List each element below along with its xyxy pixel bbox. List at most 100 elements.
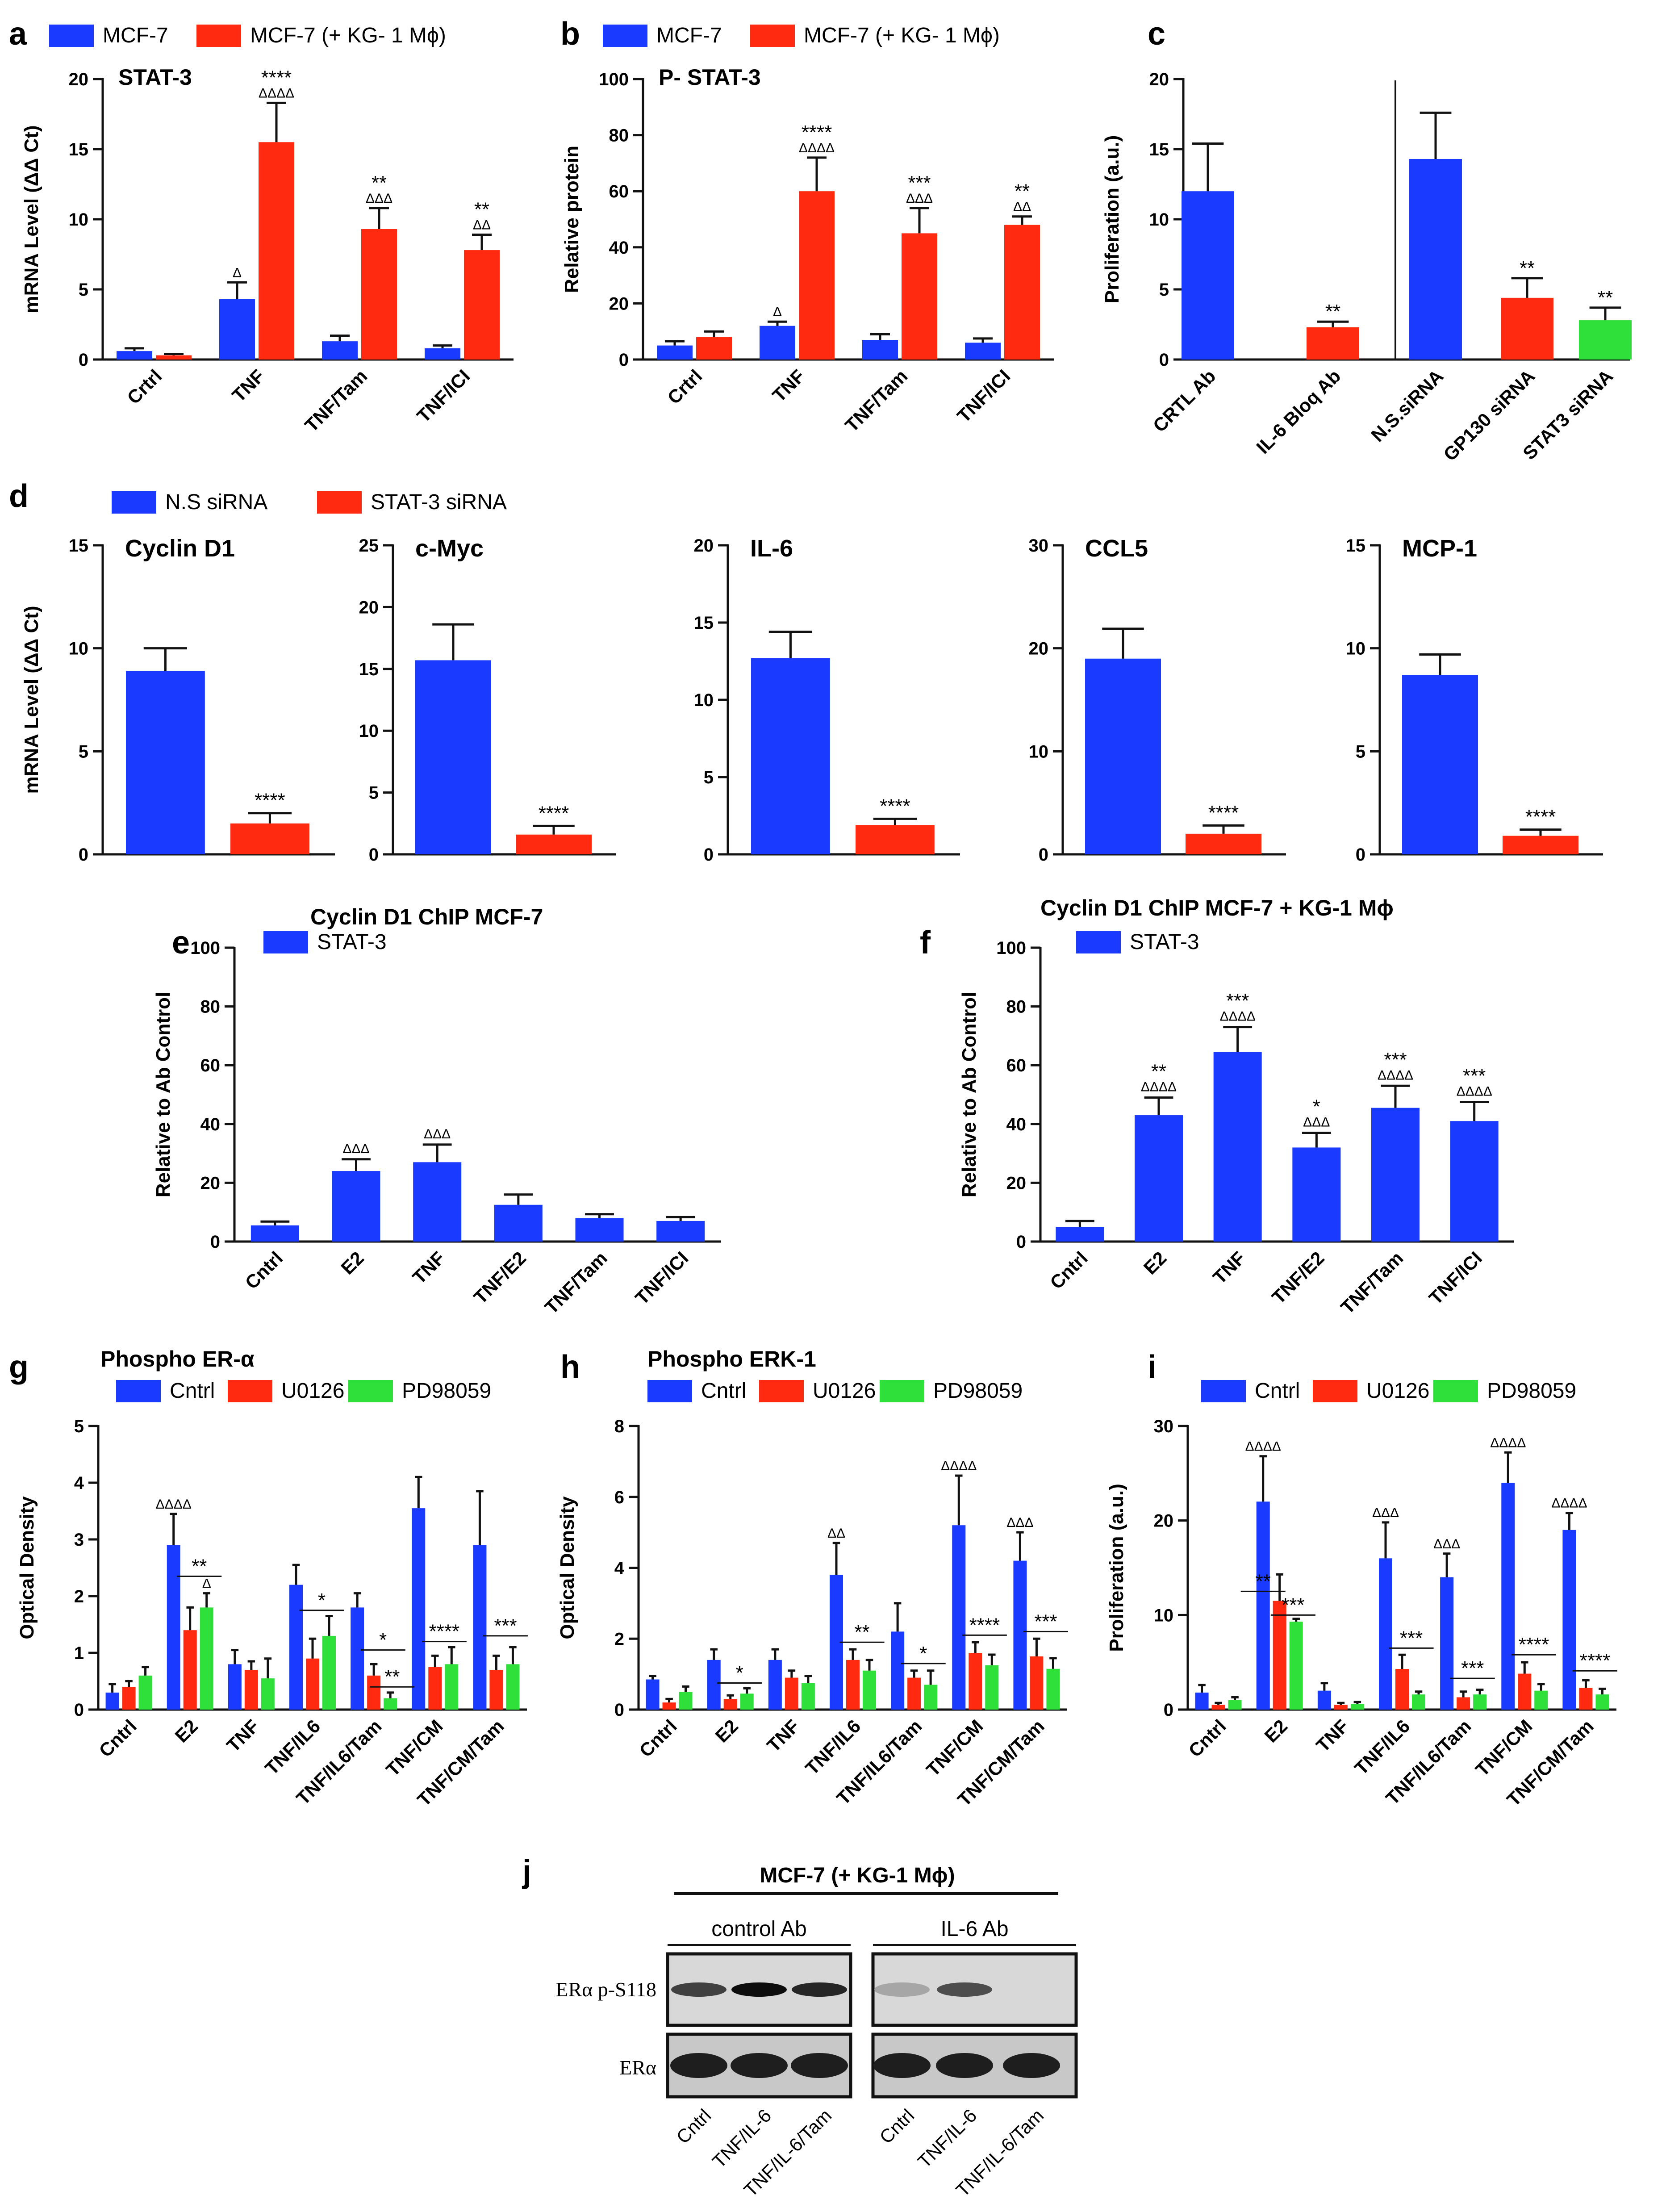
significance-mark: *** xyxy=(494,1615,517,1637)
bar-mcf-7-kg-1-m- xyxy=(1004,225,1040,360)
y-axis-label: Optical Density xyxy=(556,1496,578,1639)
delta-mark: ΔΔΔΔ xyxy=(1378,1068,1413,1083)
legend-label: U0126 xyxy=(281,1379,344,1403)
significance-mark: ** xyxy=(384,1666,400,1688)
legend-swatch xyxy=(112,491,156,514)
legend-swatch xyxy=(1076,931,1121,953)
x-tick-label: TNF xyxy=(763,1715,803,1756)
delta-mark: ΔΔΔΔ xyxy=(259,86,294,100)
bar-u0126 xyxy=(1211,1705,1225,1710)
y-tick-label: 40 xyxy=(1006,1115,1027,1134)
legend-label: Cntrl xyxy=(1255,1379,1300,1403)
x-tick-label: TNF/IL6 xyxy=(1350,1715,1414,1779)
bar-stat3-sirna xyxy=(230,823,309,854)
panel-title: Cyclin D1 ChIP MCF-7 + KG-1 Mϕ xyxy=(1040,895,1394,920)
bar xyxy=(1182,191,1234,360)
y-tick-label: 10 xyxy=(69,639,89,659)
bar-u0126 xyxy=(1334,1705,1348,1710)
x-tick-label: TNF/Tam xyxy=(1336,1247,1407,1318)
bar xyxy=(1450,1121,1499,1242)
bar-cntrl xyxy=(1379,1558,1392,1710)
bar-stat3-sirna xyxy=(1503,836,1578,854)
panel-letter: h xyxy=(560,1349,580,1385)
bar-cntrl xyxy=(1562,1530,1576,1710)
y-tick-label: 5 xyxy=(79,280,88,300)
bar-ns-sirna xyxy=(415,660,491,854)
bar-u0126 xyxy=(1579,1688,1593,1710)
significance-mark: *** xyxy=(1463,1065,1486,1087)
significance-mark: * xyxy=(318,1589,326,1611)
x-tick-label: Crtrl xyxy=(663,365,706,408)
x-tick-label: Cntrl xyxy=(241,1247,287,1293)
bar xyxy=(1579,320,1632,360)
y-tick-label: 40 xyxy=(200,1115,221,1134)
x-tick-label: TNF/ICI xyxy=(631,1247,692,1309)
x-tick-label: TNF/E2 xyxy=(470,1247,530,1308)
legend-label: U0126 xyxy=(1366,1379,1429,1403)
bar-ns-sirna xyxy=(1085,658,1161,854)
y-axis-label: Proliferation (a.u.) xyxy=(1106,1484,1127,1652)
y-tick-label: 80 xyxy=(200,997,221,1017)
legend-label: N.S siRNA xyxy=(165,490,267,514)
bar-cntrl xyxy=(1195,1692,1209,1710)
panel-letter: i xyxy=(1148,1349,1157,1385)
bar-mcf-7 xyxy=(760,326,795,360)
bar-mcf-7-kg-1-m- xyxy=(799,191,835,360)
x-tick-label: TNF xyxy=(409,1247,449,1288)
bar-cntrl xyxy=(1013,1560,1027,1710)
significance-mark: *** xyxy=(1384,1049,1407,1070)
y-tick-label: 15 xyxy=(69,140,89,159)
delta-mark: ΔΔΔΔ xyxy=(941,1459,977,1473)
y-tick-label: 20 xyxy=(359,598,379,617)
bar-mcf-7-kg-1-m- xyxy=(464,250,500,360)
legend-swatch xyxy=(348,1380,393,1402)
significance-mark: *** xyxy=(1034,1610,1057,1632)
bar-pd98059 xyxy=(1046,1668,1060,1710)
y-tick-label: 30 xyxy=(1029,536,1049,556)
bar-u0126 xyxy=(244,1670,258,1710)
legend-swatch xyxy=(1433,1380,1478,1402)
significance-mark: * xyxy=(379,1629,387,1651)
significance-mark: *** xyxy=(1461,1657,1484,1679)
legend-label: STAT-3 siRNA xyxy=(371,490,507,514)
blot-band-phospho xyxy=(671,1982,727,1997)
x-tick-label: TNF/IL6 xyxy=(261,1715,324,1779)
x-tick-label: TNF xyxy=(768,365,809,406)
bar xyxy=(1135,1115,1183,1242)
delta-mark: ΔΔΔ xyxy=(1303,1115,1330,1130)
bar-cntrl xyxy=(167,1545,180,1710)
y-tick-label: 6 xyxy=(614,1488,624,1507)
bar-pd98059 xyxy=(1228,1700,1242,1710)
y-tick-label: 5 xyxy=(79,742,88,761)
panel-title: Phospho ER-α xyxy=(100,1346,255,1372)
bar-pd98059 xyxy=(445,1664,459,1710)
y-tick-label: 15 xyxy=(694,613,714,633)
bar-pd98059 xyxy=(1412,1694,1425,1710)
significance-mark: * xyxy=(736,1662,743,1684)
y-axis-label: mRNA Level (ΔΔ Ct) xyxy=(21,606,42,794)
bar-ns-sirna xyxy=(126,671,205,854)
significance-mark: *** xyxy=(908,172,931,194)
delta-mark: ΔΔ xyxy=(473,218,491,233)
bar-mcf-7 xyxy=(425,348,460,360)
y-axis-label: Relative to Ab Control xyxy=(958,992,980,1197)
bar-mcf-7 xyxy=(322,341,358,360)
bar-pd98059 xyxy=(679,1692,693,1710)
x-tick-label: Cntrl xyxy=(95,1715,141,1761)
y-tick-label: 5 xyxy=(1159,280,1169,300)
delta-mark: ΔΔΔ xyxy=(1372,1505,1399,1520)
y-tick-label: 30 xyxy=(1154,1417,1174,1436)
bar-cntrl xyxy=(351,1607,364,1710)
legend-swatch xyxy=(880,1380,924,1402)
significance-mark: ** xyxy=(1520,257,1535,279)
y-tick-label: 0 xyxy=(614,1700,624,1720)
blot-group-label: control Ab xyxy=(711,1917,806,1941)
significance-mark: **** xyxy=(1525,806,1556,828)
y-tick-label: 20 xyxy=(69,70,89,89)
y-tick-label: 0 xyxy=(1159,350,1169,370)
bar-cntrl xyxy=(412,1508,426,1710)
y-tick-label: 100 xyxy=(996,938,1026,958)
blot-band-total xyxy=(873,2053,931,2078)
significance-mark: **** xyxy=(539,802,569,824)
legend-swatch xyxy=(228,1380,272,1402)
